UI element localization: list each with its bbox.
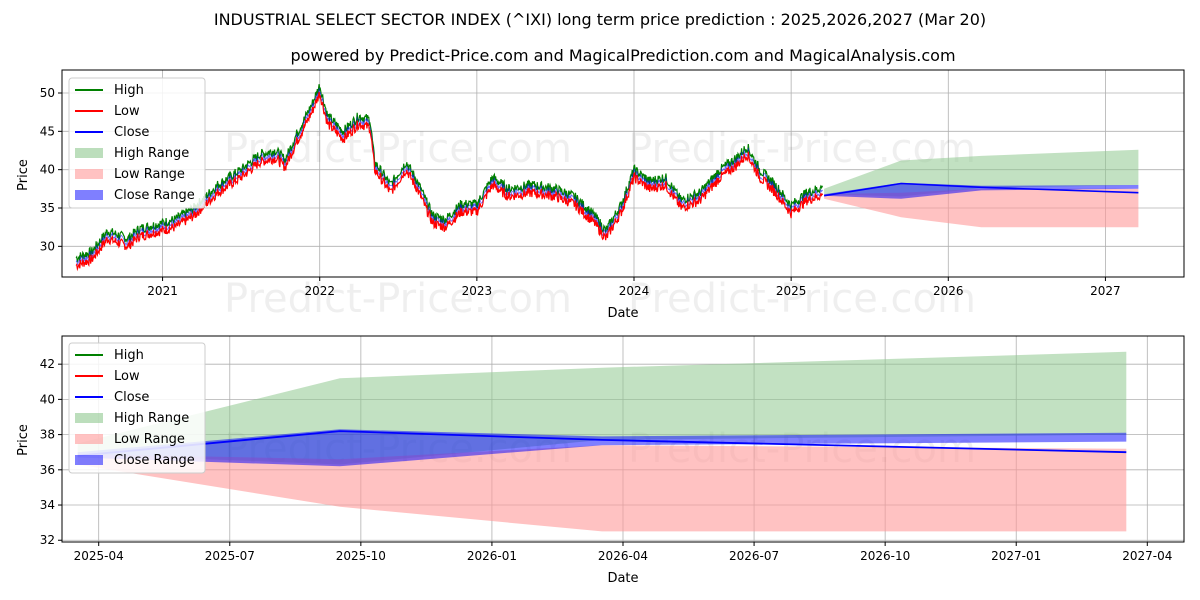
bottom-y-tick-label: 38: [40, 428, 55, 442]
close-prediction-line: [823, 182, 1139, 197]
low-history-line: [75, 91, 824, 272]
bottom-panel: Predict-Price.com Predict-Price.com 2025…: [16, 335, 1185, 586]
chart-subtitle: powered by Predict-Price.com and Magical…: [290, 46, 955, 65]
legend-swatch: [75, 413, 103, 423]
bottom-y-tick-label: 34: [40, 498, 55, 512]
top-y-axis-label: Price: [16, 159, 31, 191]
legend-label: Low Range: [114, 432, 185, 447]
chart-title: INDUSTRIAL SELECT SECTOR INDEX (^IXI) lo…: [214, 10, 986, 29]
top-x-tick-label: 2023: [462, 284, 493, 298]
top-x-tick-label: 2021: [147, 284, 178, 298]
close-range-band: [77, 429, 1127, 467]
bottom-y-tick-label: 40: [40, 392, 55, 406]
bottom-x-tick-label: 2026-07: [729, 549, 779, 563]
legend-label: Close Range: [114, 188, 195, 203]
legend-label: Low: [114, 369, 140, 384]
bottom-x-tick-label: 2026-10: [860, 549, 910, 563]
bottom-y-tick-label: 32: [40, 533, 55, 547]
bottom-x-tick-label: 2025-07: [205, 549, 255, 563]
top-plot-frame: [61, 69, 1185, 278]
bottom-x-tick-label: 2025-10: [336, 549, 386, 563]
low-range-band: [77, 445, 1127, 532]
bottom-y-axis-label: Price: [16, 424, 31, 456]
bottom-marks: [77, 351, 1127, 532]
legend-swatch: [75, 455, 103, 465]
legend: High Low Close High Range Low Range Close Ran…: [68, 342, 206, 474]
legend-label: Low Range: [114, 167, 185, 182]
watermark-text: Predict-Price.com: [224, 276, 572, 322]
close-range-band: [824, 182, 1139, 199]
top-y-tick-label: 45: [40, 124, 55, 138]
legend-label: Close: [114, 390, 149, 405]
legend-label: High: [114, 83, 144, 98]
bottom-x-tick-label: 2026-01: [467, 549, 517, 563]
top-x-tick-label: 2022: [304, 284, 335, 298]
legend-swatch: [75, 190, 103, 200]
close-prediction-line: [77, 430, 1127, 457]
legend: High Low Close High Range Low Range Close Ran…: [68, 77, 206, 209]
bottom-y-tick-label: 42: [40, 357, 55, 371]
top-y-tick-label: 35: [40, 201, 55, 215]
top-panel: Predict-Price.com Predict-Price.com Pred…: [16, 69, 1185, 322]
legend-label: Close Range: [114, 453, 195, 468]
legend-label: High: [114, 348, 144, 363]
top-x-tick-label: 2025: [776, 284, 807, 298]
bottom-x-tick-label: 2027-04: [1122, 549, 1172, 563]
top-y-tick-label: 50: [40, 86, 55, 100]
bottom-ticks: 2025-04 2025-07 2025-10 2026-01 2026-04 2026-…: [40, 357, 1173, 563]
bottom-x-axis-label: Date: [607, 571, 638, 586]
bottom-y-tick-label: 36: [40, 463, 55, 477]
top-y-tick-label: 30: [40, 239, 55, 253]
watermark-text: Predict-Price.com: [628, 276, 976, 322]
watermark-text: Predict-Price.com: [224, 126, 572, 172]
legend-swatch: [75, 169, 103, 179]
top-x-tick-label: 2024: [619, 284, 650, 298]
top-marks: [75, 84, 1139, 272]
legend-swatch: [75, 148, 103, 158]
top-x-tick-label: 2027: [1090, 284, 1121, 298]
legend-label: Low: [114, 104, 140, 119]
bottom-x-tick-label: 2027-01: [991, 549, 1041, 563]
top-x-axis-label: Date: [607, 306, 638, 321]
legend-label: High Range: [114, 411, 189, 426]
legend-label: High Range: [114, 146, 189, 161]
bottom-x-tick-label: 2026-04: [598, 549, 648, 563]
top-x-tick-label: 2026: [933, 284, 964, 298]
bottom-x-tick-label: 2025-04: [74, 549, 124, 563]
top-y-tick-label: 40: [40, 163, 55, 177]
legend-label: Close: [114, 125, 149, 140]
top-ticks: 2021 2022 2023 2024 2025 2026 2027 30 35 40 45 50: [40, 86, 1121, 298]
legend-swatch: [75, 434, 103, 444]
